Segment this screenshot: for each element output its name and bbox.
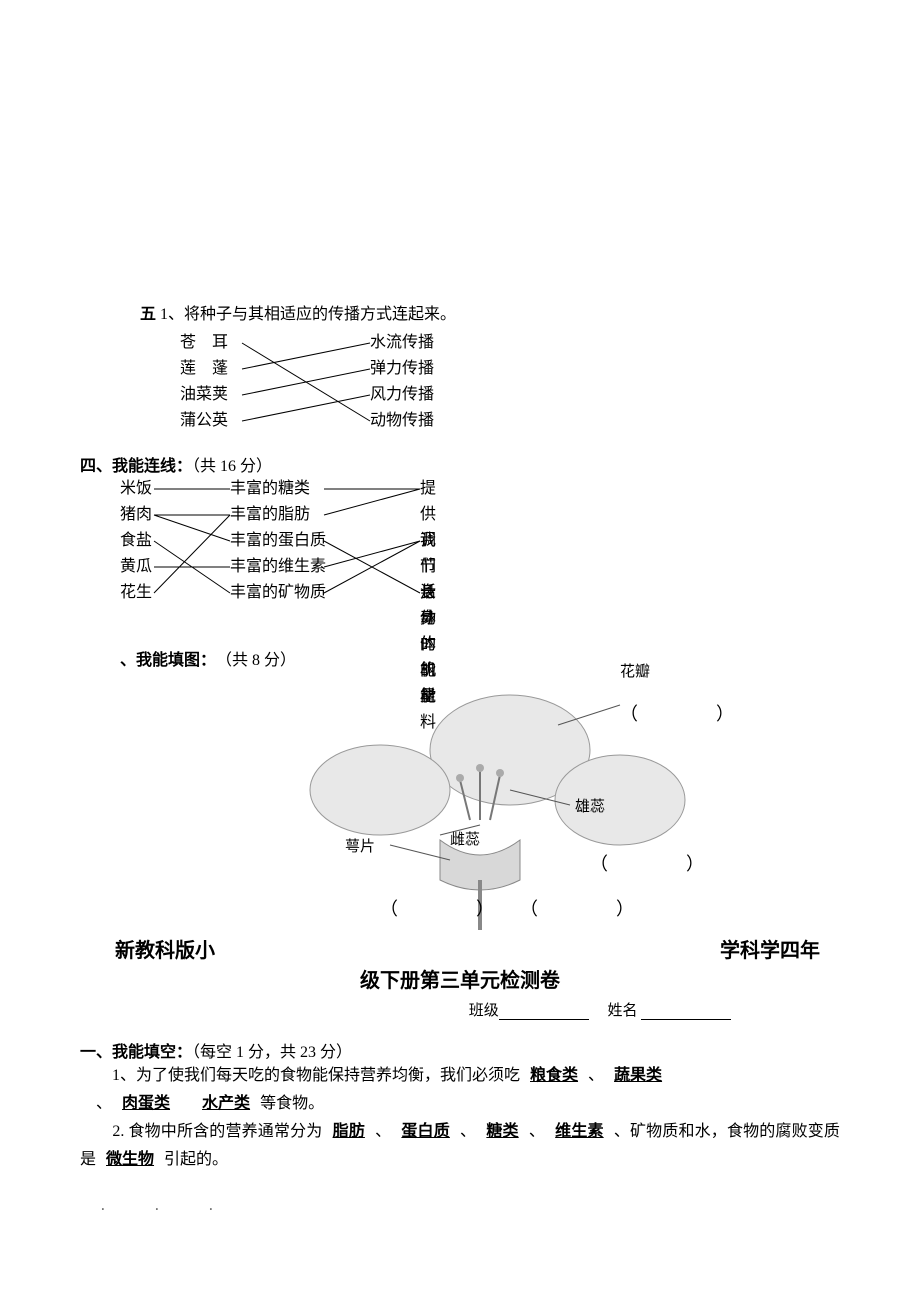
- q5-left-item: 莲 蓬: [180, 356, 228, 382]
- sec4-b-item: 丰富的脂肪: [230, 502, 326, 528]
- paren-4: （ ）: [520, 895, 664, 921]
- unit-title-left: 新教科版小: [115, 934, 215, 963]
- sec4-a-item: 黄瓜: [120, 554, 152, 580]
- sec4-title-rest: （共 16 分）: [192, 458, 272, 475]
- ans-a1: 粮食类: [524, 1067, 584, 1084]
- ans-b3: 糖类: [480, 1123, 524, 1140]
- sec1-q1: 1、为了使我们每天吃的食物能保持营养均衡，我们必须吃 粮食类 、 蔬果类 、 肉…: [80, 1062, 840, 1118]
- sec4-a-item: 食盐: [120, 528, 152, 554]
- ans-a3: 肉蛋类: [116, 1095, 176, 1112]
- q2-pre: 2. 食物中所含的营养通常分为: [80, 1123, 322, 1140]
- q5-match: 苍 耳莲 蓬油菜荚蒲公英 水流传播弹力传播风力传播动物传播: [180, 330, 840, 440]
- q5-rest: 1、将种子与其相适应的传播方式连起来。: [156, 306, 456, 323]
- sec4-b-item: 丰富的蛋白质: [230, 528, 326, 554]
- q5-right-item: 水流传播: [370, 330, 434, 356]
- sec1-title-rest: （每空 1 分，共 23 分）: [192, 1044, 352, 1061]
- sec4-b-item: 丰富的维生素: [230, 554, 326, 580]
- q5-left-item: 油菜荚: [180, 382, 228, 408]
- class-name-row: 班级 姓名: [360, 999, 840, 1020]
- unit-title-line2: 级下册第三单元检测卷: [80, 964, 840, 993]
- q5-left-item: 蒲公英: [180, 408, 228, 434]
- class-label: 班级: [469, 1003, 499, 1019]
- footer-dots: ． ． ．: [100, 1197, 238, 1214]
- ans-a4: 水产类: [196, 1095, 256, 1112]
- fill-title: 、我能填图： （共 8 分）: [120, 646, 840, 670]
- fill-title-rest: （共 8 分）: [208, 652, 296, 669]
- paren-2: （ ）: [590, 850, 734, 876]
- name-blank[interactable]: [641, 1005, 731, 1020]
- label-cirui: 雌蕊: [450, 828, 480, 849]
- ans-a2: 蔬果类: [608, 1067, 668, 1084]
- ans-b4: 维生素: [549, 1123, 609, 1140]
- q5-left-item: 苍 耳: [180, 330, 228, 356]
- sec4-a-item: 米饭: [120, 476, 152, 502]
- q5-prefix: 五: [140, 306, 156, 323]
- ans-b1: 脂肪: [327, 1123, 371, 1140]
- fill-title-bold: 、我能填图：: [120, 652, 208, 669]
- sec4-a-item: 猪肉: [120, 502, 152, 528]
- q5-right-item: 动物传播: [370, 408, 434, 434]
- q2-post: 引起的。: [164, 1151, 228, 1168]
- sec4-c-item: 提供我们活动的能量: [420, 476, 436, 502]
- sec4-b-item: 丰富的糖类: [230, 476, 326, 502]
- name-label: 姓名: [608, 1003, 638, 1019]
- q1-post: 等食物。: [260, 1095, 324, 1112]
- sec4-a-item: 花生: [120, 580, 152, 606]
- label-huaban: 花瓣: [620, 660, 650, 681]
- q5-right-item: 风力传播: [370, 382, 434, 408]
- sec4-title-bold: 四、我能连线：: [80, 458, 192, 475]
- label-xiongrui: 雄蕊: [575, 795, 605, 816]
- sec4-lines: [120, 476, 620, 616]
- sec1-title-bold: 一、我能填空：: [80, 1044, 192, 1061]
- sec4-c-item: 长身体的材料: [420, 580, 436, 606]
- q5-title: 五 1、将种子与其相适应的传播方式连起来。: [140, 300, 840, 324]
- paren-3: （ ）: [380, 895, 524, 921]
- sec1-title: 一、我能填空：（每空 1 分，共 23 分）: [80, 1038, 840, 1062]
- sec1-q2: 2. 食物中所含的营养通常分为 脂肪 、 蛋白质 、 糖类 、 维生素 、矿物质…: [80, 1118, 840, 1174]
- class-blank[interactable]: [499, 1005, 589, 1020]
- sec4-block: 米饭猪肉食盐黄瓜花生 丰富的糖类丰富的脂肪丰富的蛋白质丰富的维生素丰富的矿物质 …: [120, 476, 840, 616]
- ans-b2: 蛋白质: [395, 1123, 455, 1140]
- ans-b5: 微生物: [100, 1151, 160, 1168]
- label-epian: 萼片: [345, 835, 375, 856]
- q1-pre: 1、为了使我们每天吃的食物能保持营养均衡，我们必须吃: [80, 1067, 520, 1084]
- q5-right-item: 弹力传播: [370, 356, 434, 382]
- flower-diagram: 花瓣 （ ） 雄蕊 雌蕊 萼片 （ ） （ ） （ ）: [80, 670, 840, 930]
- unit-title-right: 学科学四年: [720, 934, 820, 963]
- sec4-title: 四、我能连线：（共 16 分）: [80, 452, 840, 476]
- sec4-b-item: 丰富的矿物质: [230, 580, 326, 606]
- sec4-c-item: 调节身体的机能: [420, 528, 436, 554]
- paren-1: （ ）: [620, 700, 764, 726]
